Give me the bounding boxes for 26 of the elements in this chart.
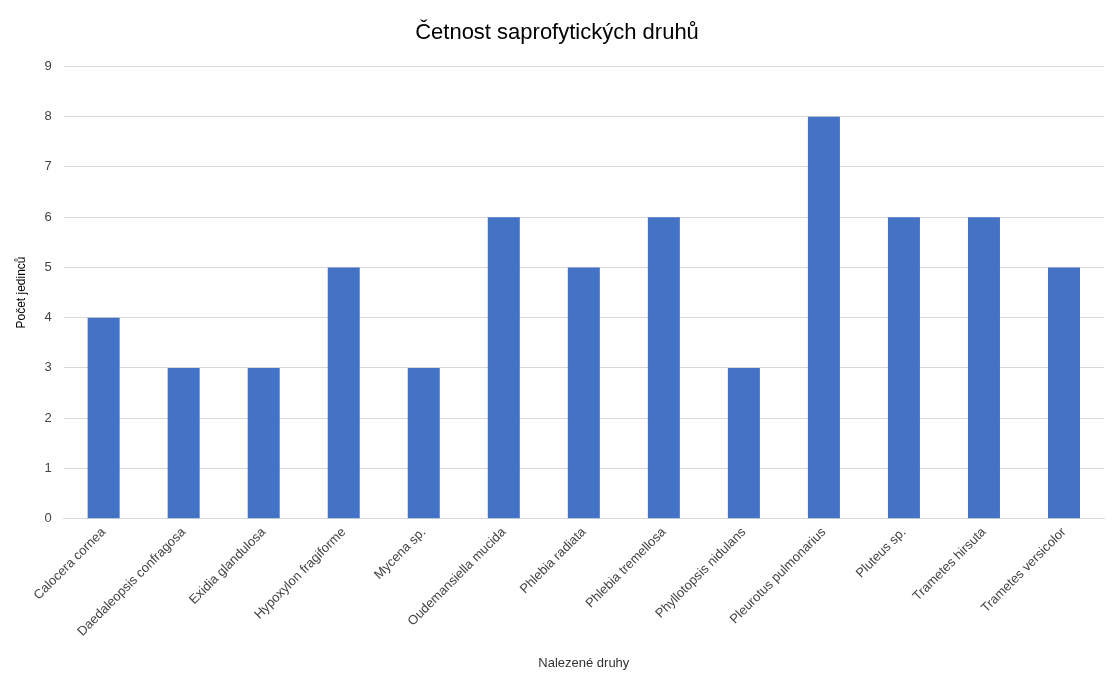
y-tick-label: 6 xyxy=(44,208,52,224)
bar xyxy=(807,116,840,519)
bar xyxy=(567,267,600,519)
y-tick-label: 5 xyxy=(44,258,52,274)
bar xyxy=(247,367,280,519)
bar xyxy=(887,217,920,519)
y-tick-label: 2 xyxy=(44,409,52,425)
y-tick-label: 1 xyxy=(44,459,52,475)
bar xyxy=(487,217,520,519)
bar xyxy=(167,367,200,519)
bar xyxy=(327,267,360,519)
y-tick-label: 4 xyxy=(44,309,52,325)
y-tick-label: 0 xyxy=(44,510,52,526)
bar xyxy=(407,367,440,519)
bar xyxy=(647,217,680,519)
y-tick-label: 7 xyxy=(44,158,52,174)
chart-title: Četnost saprofytických druhů xyxy=(415,19,699,45)
y-tick-label: 9 xyxy=(44,57,52,73)
y-axis-title: Počet jedinců xyxy=(13,256,28,329)
x-axis-title: Nalezené druhy xyxy=(538,654,630,670)
y-tick-label: 3 xyxy=(44,359,52,375)
bar xyxy=(1047,267,1080,519)
bar xyxy=(87,317,120,519)
bar xyxy=(727,367,760,519)
bar xyxy=(967,217,1000,519)
y-tick-label: 8 xyxy=(44,108,52,124)
